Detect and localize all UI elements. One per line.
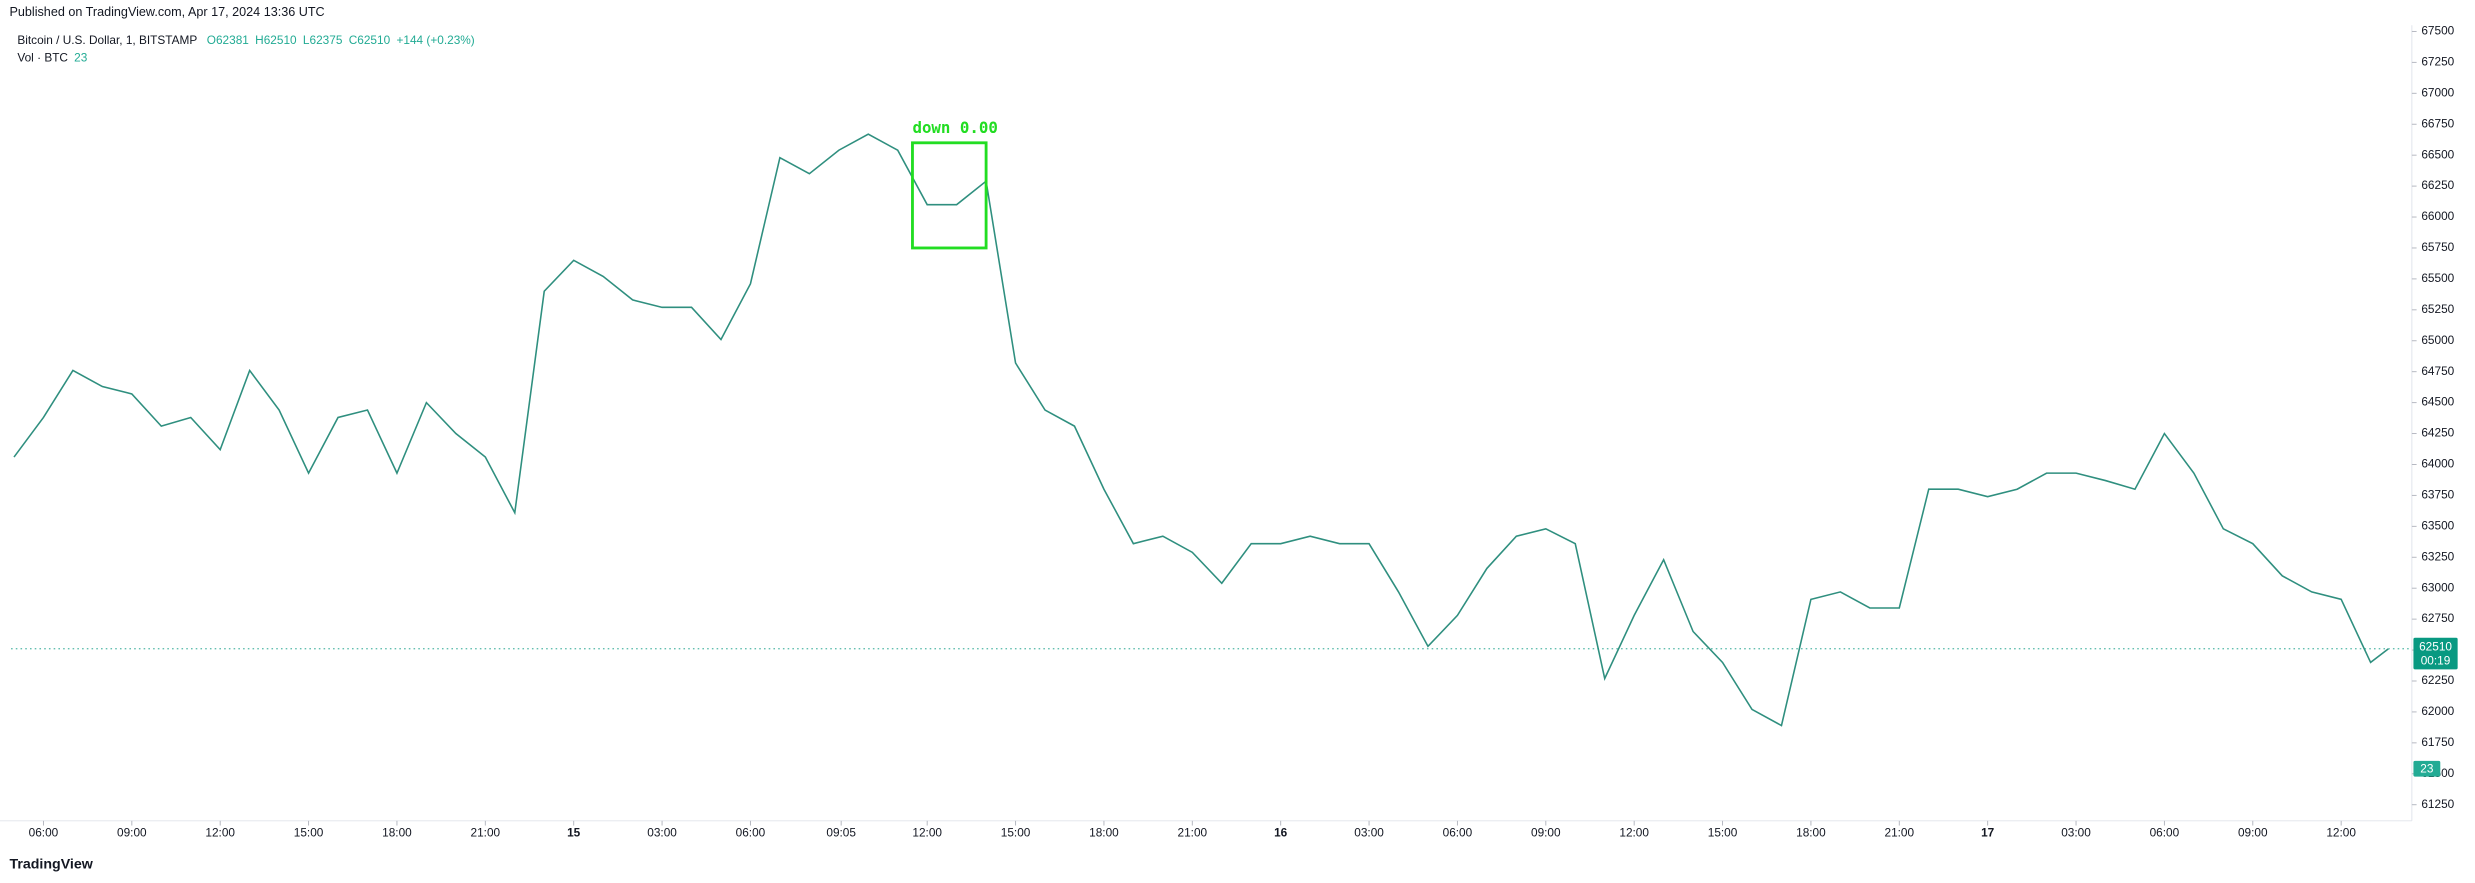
x-tick-label: 12:00 bbox=[2326, 826, 2356, 840]
x-tick-label: 03:00 bbox=[1354, 826, 1384, 840]
volume-badge-label: 23 bbox=[2420, 762, 2434, 776]
y-tick-label: 67250 bbox=[2421, 55, 2454, 69]
x-tick-label: 15:00 bbox=[1708, 826, 1738, 840]
published-note: Published on TradingView.com, Apr 17, 20… bbox=[9, 5, 324, 19]
last-price-badge bbox=[2413, 637, 2458, 670]
y-tick-label: 61250 bbox=[2421, 797, 2454, 811]
y-tick-label: 62250 bbox=[2421, 673, 2454, 687]
x-tick-label: 21:00 bbox=[1178, 826, 1208, 840]
y-tick-label: 66500 bbox=[2421, 147, 2454, 161]
x-tick-label: 15:00 bbox=[1001, 826, 1031, 840]
y-tick-label: 63750 bbox=[2421, 488, 2454, 502]
x-tick-label: 06:00 bbox=[736, 826, 766, 840]
y-tick-label: 63000 bbox=[2421, 580, 2454, 594]
ohlc-value: L62375 bbox=[303, 33, 343, 47]
volume-label: Vol · BTC bbox=[17, 51, 68, 65]
y-tick-label: 63500 bbox=[2421, 518, 2454, 532]
y-tick-label: 64500 bbox=[2421, 395, 2454, 409]
last-price-label: 62510 bbox=[2419, 639, 2452, 653]
y-tick-label: 62750 bbox=[2421, 611, 2454, 625]
y-tick-label: 65750 bbox=[2421, 240, 2454, 254]
x-tick-label: 03:00 bbox=[647, 826, 677, 840]
x-tick-label: 15:00 bbox=[294, 826, 324, 840]
ohlc-value: H62510 bbox=[255, 33, 297, 47]
ohlc-value: O62381 bbox=[207, 33, 249, 47]
x-tick-label: 12:00 bbox=[205, 826, 235, 840]
x-tick-label: 18:00 bbox=[1796, 826, 1826, 840]
y-tick-label: 66250 bbox=[2421, 178, 2454, 192]
ohlc-value: +144 (+0.23%) bbox=[396, 33, 474, 47]
x-tick-label: 03:00 bbox=[2061, 826, 2091, 840]
x-tick-label: 06:00 bbox=[2150, 826, 2180, 840]
x-tick-label: 09:00 bbox=[117, 826, 147, 840]
symbol: Bitcoin / U.S. Dollar, 1, BITSTAMP bbox=[17, 33, 197, 47]
x-tick-label: 06:00 bbox=[29, 826, 59, 840]
price-line bbox=[13, 133, 2389, 727]
x-tick-label: 09:00 bbox=[2238, 826, 2268, 840]
y-tick-label: 61750 bbox=[2421, 735, 2454, 749]
y-tick-label: 66000 bbox=[2421, 209, 2454, 223]
y-tick-label: 65500 bbox=[2421, 271, 2454, 285]
y-tick-label: 67500 bbox=[2421, 24, 2454, 38]
y-tick-label: 67000 bbox=[2421, 85, 2454, 99]
x-tick-label: 21:00 bbox=[1884, 826, 1914, 840]
x-tick-label: 18:00 bbox=[382, 826, 412, 840]
x-tick-label: 12:00 bbox=[1619, 826, 1649, 840]
volume-badge bbox=[2413, 760, 2441, 777]
x-tick-label: 09:00 bbox=[1531, 826, 1561, 840]
brand: TradingView bbox=[9, 857, 93, 873]
y-tick-label: 64750 bbox=[2421, 364, 2454, 378]
y-tick-label: 63250 bbox=[2421, 549, 2454, 563]
countdown-label: 00:19 bbox=[2421, 654, 2451, 668]
x-tick-label: 12:00 bbox=[912, 826, 942, 840]
y-tick-label: 65000 bbox=[2421, 333, 2454, 347]
x-tick-label: 21:00 bbox=[471, 826, 501, 840]
y-tick-label: 64000 bbox=[2421, 457, 2454, 471]
annotation-label: down 0.00 bbox=[912, 118, 997, 137]
ohlc-value: C62510 bbox=[349, 33, 391, 47]
x-tick-label: 17 bbox=[1981, 826, 1995, 840]
x-tick-label: 06:00 bbox=[1443, 826, 1473, 840]
x-tick-label: 18:00 bbox=[1089, 826, 1119, 840]
volume-value: 23 bbox=[74, 51, 88, 65]
x-tick-label: 09:05 bbox=[826, 826, 856, 840]
y-tick-label: 62000 bbox=[2421, 704, 2454, 718]
y-tick-label: 64250 bbox=[2421, 426, 2454, 440]
annotation-box bbox=[911, 141, 988, 250]
y-tick-label: 65250 bbox=[2421, 302, 2454, 316]
x-tick-label: 16 bbox=[1274, 826, 1288, 840]
x-tick-label: 15 bbox=[567, 826, 581, 840]
y-tick-label: 66750 bbox=[2421, 116, 2454, 130]
